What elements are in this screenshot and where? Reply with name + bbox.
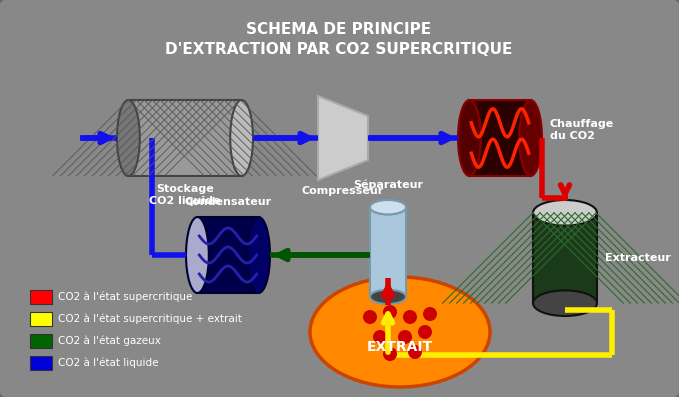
Text: D'EXTRACTION PAR CO2 SUPERCRITIQUE: D'EXTRACTION PAR CO2 SUPERCRITIQUE: [165, 42, 513, 57]
Polygon shape: [318, 96, 368, 180]
Bar: [533, 213, 597, 303]
Text: CO2 à l'état liquide: CO2 à l'état liquide: [58, 358, 158, 368]
Bar: [370, 207, 406, 297]
Ellipse shape: [230, 100, 253, 176]
Ellipse shape: [370, 289, 406, 304]
Bar: [30, 356, 52, 370]
Circle shape: [403, 310, 417, 324]
Bar: [30, 334, 52, 348]
Text: Condensateur: Condensateur: [185, 197, 272, 207]
Text: SCHEMA DE PRINCIPE: SCHEMA DE PRINCIPE: [246, 22, 432, 37]
Text: CO2 à l'état supercritique + extrait: CO2 à l'état supercritique + extrait: [58, 314, 242, 324]
Text: EXTRAIT: EXTRAIT: [367, 340, 433, 354]
Bar: [30, 312, 52, 326]
Circle shape: [383, 305, 397, 319]
Ellipse shape: [519, 100, 542, 176]
Text: Séparateur: Séparateur: [353, 179, 423, 190]
Bar: [469, 100, 530, 176]
Bar: [128, 100, 242, 176]
Ellipse shape: [458, 100, 481, 176]
Ellipse shape: [533, 290, 597, 316]
Text: Extracteur: Extracteur: [605, 253, 671, 263]
Ellipse shape: [117, 100, 140, 176]
Ellipse shape: [247, 217, 270, 293]
Bar: [198, 217, 259, 293]
Text: Compresseur: Compresseur: [302, 186, 384, 196]
Circle shape: [423, 307, 437, 321]
Ellipse shape: [533, 200, 597, 225]
Circle shape: [398, 330, 412, 344]
Circle shape: [408, 345, 422, 359]
Ellipse shape: [186, 217, 209, 293]
Bar: [30, 290, 52, 304]
Circle shape: [418, 325, 432, 339]
Text: Chauffage
du CO2: Chauffage du CO2: [550, 119, 614, 141]
Text: Stockage
CO2 liquide: Stockage CO2 liquide: [149, 184, 221, 206]
Ellipse shape: [310, 277, 490, 387]
Circle shape: [363, 310, 377, 324]
Ellipse shape: [370, 200, 406, 214]
Text: CO2 à l'état gazeux: CO2 à l'état gazeux: [58, 336, 161, 346]
Ellipse shape: [370, 200, 406, 214]
Circle shape: [383, 347, 397, 361]
Text: CO2 à l'état supercritique: CO2 à l'état supercritique: [58, 292, 192, 302]
Circle shape: [373, 330, 387, 344]
